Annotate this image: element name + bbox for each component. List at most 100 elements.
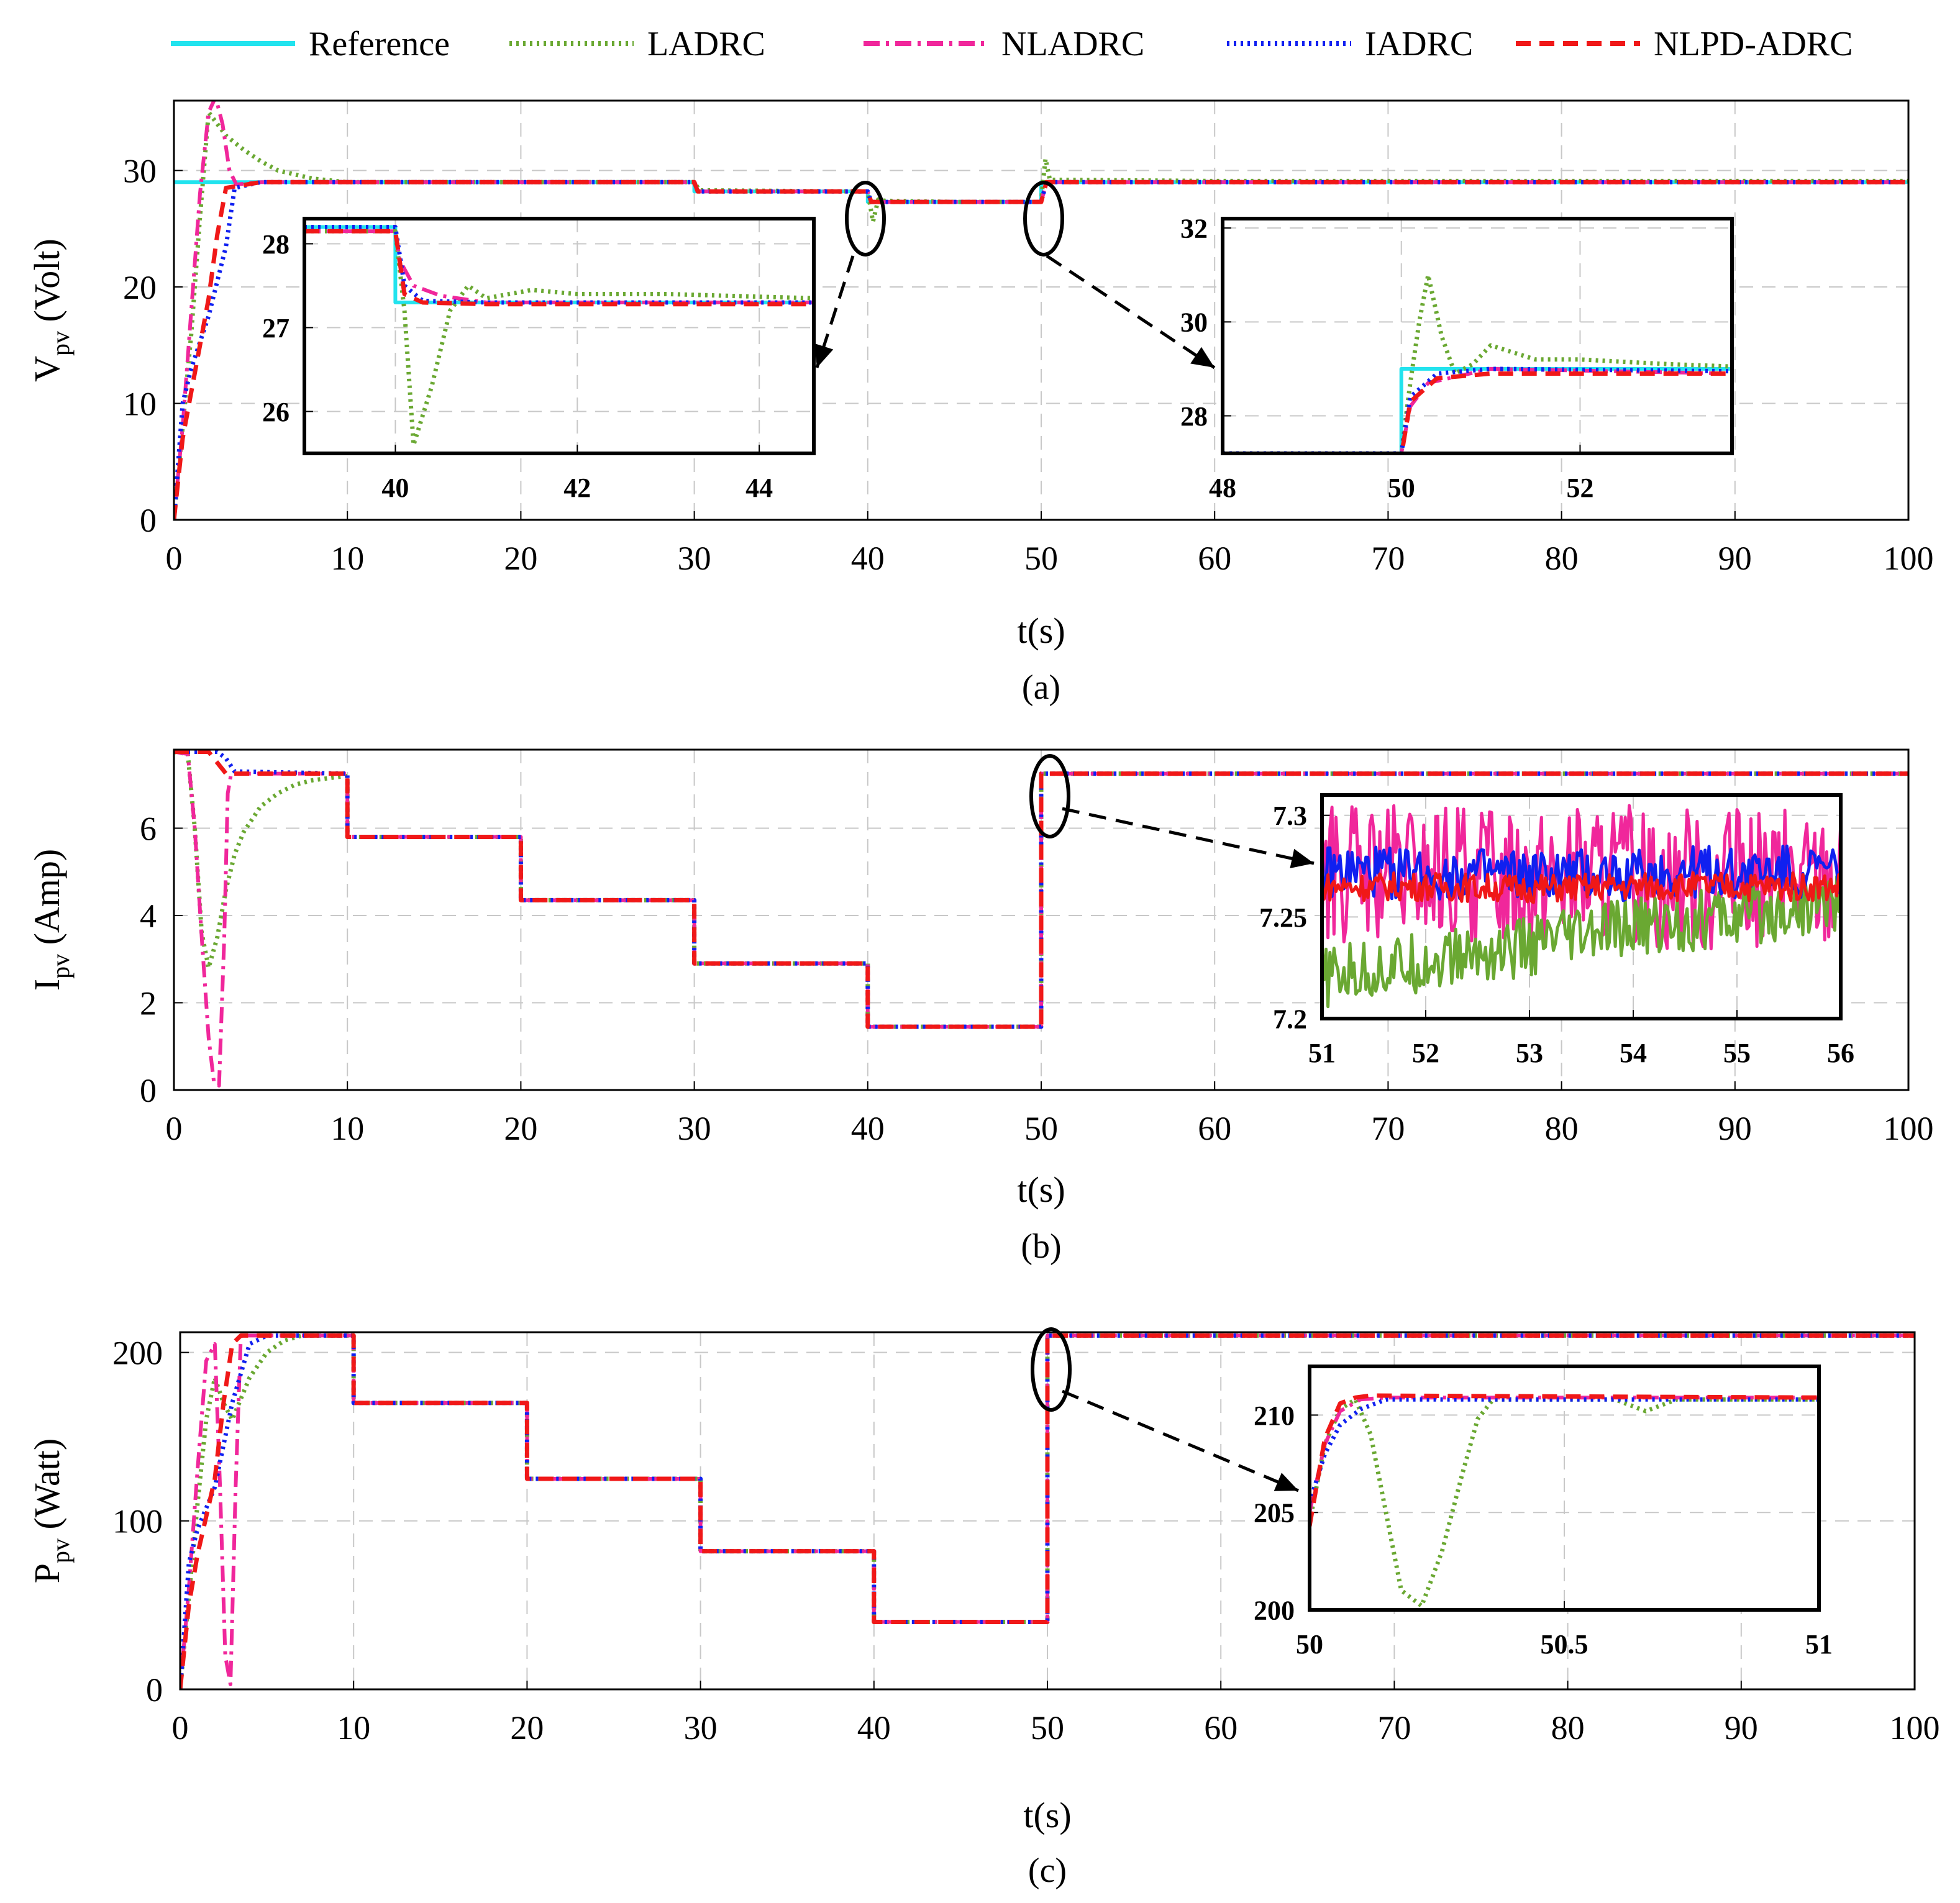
x-tick-label: 51 [1308,1038,1336,1068]
x-tick-label: 70 [1377,1709,1411,1746]
series-line-nlpd-adrc [180,1333,1915,1689]
series-line-nladrc [1223,366,1732,453]
x-tick-label: 44 [745,473,773,503]
inset-frame [1308,1365,1821,1612]
x-tick-label: 100 [1884,1110,1934,1147]
zoom-inset: 40 42 44 26 27 28 [262,217,816,503]
y-tick-label: 210 [1254,1401,1295,1431]
series-line-ladrc [1322,874,1841,1009]
y-axis-label: Vpv (Volt) [27,238,75,382]
inset-frame [303,217,816,455]
x-tick-label: 20 [504,540,537,577]
x-tick-label: 40 [381,473,409,503]
y-tick-label: 200 [1254,1595,1295,1625]
x-tick-label: 42 [563,473,591,503]
y-axis-label-unit: (Amp) [27,849,67,954]
series-line-nlpd-adrc [174,750,1908,1029]
zoom-ellipse [1023,181,1064,257]
zoom-inset: 50 50.5 51 200 205 210 [1254,1365,1833,1660]
series-line-nladrc [174,101,1908,520]
zoom-ellipse [1029,754,1070,838]
series-line-iadrc [1310,1397,1819,1504]
series-line-nladrc [174,750,1908,1088]
x-tick-label: 50 [1024,1110,1058,1147]
y-tick-label: 26 [262,397,289,427]
axes-frame [173,748,1910,1091]
x-tick-label: 80 [1551,1709,1585,1746]
zoom-callout [814,181,886,368]
panel-label: (b) [1021,1227,1061,1266]
x-tick-label: 50.5 [1541,1629,1589,1660]
chart-panel-a: 0 10 20 30 40 50 60 70 80 90 100 0 10 20 30 t(s) (a) Vpv … [27,99,1934,707]
inset-plot-area [304,219,814,453]
y-tick-label: 7.2 [1273,1004,1307,1034]
series-line-iadrc [304,225,814,305]
zoom-arrow-head [1290,848,1314,868]
x-tick-label: 100 [1884,540,1934,577]
x-axis-label: t(s) [1017,1170,1065,1210]
zoom-inset: 51 52 53 54 55 56 7.2 7.25 7.3 [1259,793,1854,1068]
x-tick-label: 50 [1388,473,1415,503]
legend: Reference LADRC NLADRC IADRC NLPD-ADRC [171,25,1853,63]
x-tick-label: 52 [1566,473,1593,503]
x-tick-label: 51 [1805,1629,1833,1660]
y-axis-label-subscript: pv [47,1538,75,1563]
zoom-ellipse [1031,1327,1072,1412]
axes-frame [179,1331,1916,1691]
x-tick-label: 40 [851,1110,885,1147]
zoom-callout [1023,181,1216,370]
inset-frame [1221,217,1734,455]
series-line-ladrc [1310,1397,1819,1609]
x-tick-label: 10 [330,1110,364,1147]
x-tick-label: 54 [1620,1038,1647,1068]
x-tick-label: 52 [1412,1038,1439,1068]
y-tick-label: 6 [140,810,157,847]
y-tick-label: 0 [140,1072,157,1109]
chart-panel-b: 0 10 20 30 40 50 60 70 80 90 100 0 2 4 6 t(s) (b) Ipv (Am… [27,748,1934,1266]
zoom-callouts [814,181,1315,1492]
y-tick-label: 30 [1180,307,1208,338]
y-axis-label: Ppv (Watt) [27,1438,75,1583]
x-tick-label: 90 [1718,540,1752,577]
series-line-iadrc [1223,366,1732,453]
y-tick-label: 0 [140,502,157,539]
zoom-arrow-head [814,343,834,368]
x-tick-label: 90 [1718,1110,1752,1147]
x-tick-label: 70 [1371,1110,1405,1147]
x-axis-label: t(s) [1023,1795,1071,1835]
panel-label: (c) [1028,1851,1067,1890]
legend-label-reference: Reference [309,25,450,63]
series-line-nlpd-adrc [1322,871,1841,904]
inset-plot-area [1223,219,1732,453]
series-line-nlpd-adrc [1310,1393,1819,1527]
x-tick-label: 30 [684,1709,718,1746]
y-tick-label: 2 [140,984,157,1022]
y-tick-label: 0 [146,1671,163,1709]
x-axis-label: t(s) [1017,611,1065,651]
y-axis-label-symbol: I [27,979,67,991]
zoom-inset: 48 50 52 28 30 32 [1180,214,1734,503]
y-tick-label: 28 [1180,401,1208,432]
x-tick-label: 60 [1198,1110,1231,1147]
y-tick-label: 200 [112,1334,163,1371]
x-tick-label: 48 [1209,473,1236,503]
x-tick-label: 100 [1890,1709,1940,1746]
legend-label-nlpd-adrc: NLPD-ADRC [1654,25,1853,63]
x-tick-label: 0 [166,540,183,577]
x-tick-label: 10 [330,540,364,577]
x-tick-label: 40 [857,1709,891,1746]
x-tick-label: 70 [1371,540,1405,577]
x-tick-label: 80 [1545,1110,1579,1147]
legend-label-iadrc: IADRC [1365,25,1473,63]
zoom-arrow-line [1062,807,1315,865]
y-tick-label: 4 [140,897,157,935]
y-axis-label-unit: (Volt) [27,238,67,331]
y-axis-label-unit: (Watt) [27,1438,67,1538]
series-line-nlpd-adrc [1399,371,1732,453]
y-tick-label: 100 [112,1503,163,1540]
y-tick-label: 32 [1180,214,1208,244]
x-tick-label: 60 [1204,1709,1238,1746]
x-tick-label: 0 [166,1110,183,1147]
x-tick-label: 50 [1031,1709,1064,1746]
